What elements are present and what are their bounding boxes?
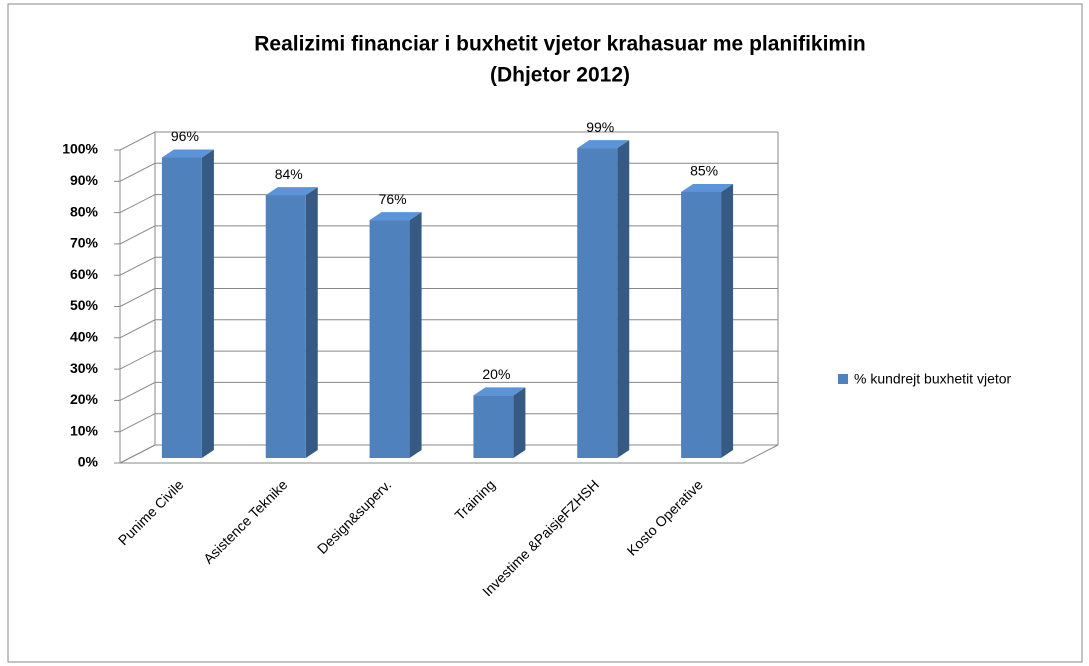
bar xyxy=(265,195,306,458)
grid-line xyxy=(119,444,778,464)
y-tick-label: 80% xyxy=(70,203,99,219)
value-label: 99% xyxy=(586,119,614,135)
bar xyxy=(161,157,202,458)
bar-top xyxy=(681,183,734,192)
bar xyxy=(473,395,514,458)
value-label: 76% xyxy=(379,191,407,207)
legend-label: % kundrejt buxhetit vjetor xyxy=(854,371,1012,387)
value-label: 96% xyxy=(171,128,199,144)
bar-side xyxy=(513,387,526,458)
y-tick-label: 10% xyxy=(70,422,99,438)
bar-top xyxy=(265,187,318,196)
bar-side xyxy=(617,140,630,458)
value-label: 20% xyxy=(482,366,510,382)
bar-side xyxy=(305,187,318,458)
grid-line xyxy=(119,381,778,401)
legend-swatch xyxy=(838,374,848,384)
y-tick-label: 60% xyxy=(70,266,99,282)
bar-top xyxy=(161,149,214,158)
y-tick-label: 100% xyxy=(62,141,98,157)
grid-line xyxy=(119,350,778,370)
grid-line xyxy=(119,319,778,339)
chart-title: Realizimi financiar i buxhetit vjetor kr… xyxy=(254,33,866,56)
bar-side xyxy=(721,183,734,458)
y-tick-label: 0% xyxy=(78,454,99,470)
y-tick-label: 30% xyxy=(70,360,99,376)
bar xyxy=(577,148,618,458)
value-label: 85% xyxy=(690,163,718,179)
grid-line xyxy=(119,131,778,151)
grid-line xyxy=(119,288,778,307)
y-tick-label: 40% xyxy=(70,329,99,345)
bar xyxy=(681,191,722,458)
grid-line xyxy=(119,194,778,214)
y-tick-label: 70% xyxy=(70,235,99,251)
grid-line xyxy=(119,162,778,182)
y-tick-label: 50% xyxy=(70,297,99,313)
grid-line xyxy=(119,256,778,276)
bar-top xyxy=(577,140,630,149)
y-tick-label: 90% xyxy=(70,172,99,188)
bar-side xyxy=(201,149,214,458)
bar-top xyxy=(473,387,526,396)
grid-line xyxy=(119,225,778,245)
bar xyxy=(369,220,410,458)
value-label: 84% xyxy=(275,166,303,182)
chart-subtitle: (Dhjetor 2012) xyxy=(490,64,630,87)
grid-line xyxy=(119,413,778,433)
bar-side xyxy=(409,212,422,458)
y-tick-label: 20% xyxy=(70,391,99,407)
bar-top xyxy=(369,212,422,221)
